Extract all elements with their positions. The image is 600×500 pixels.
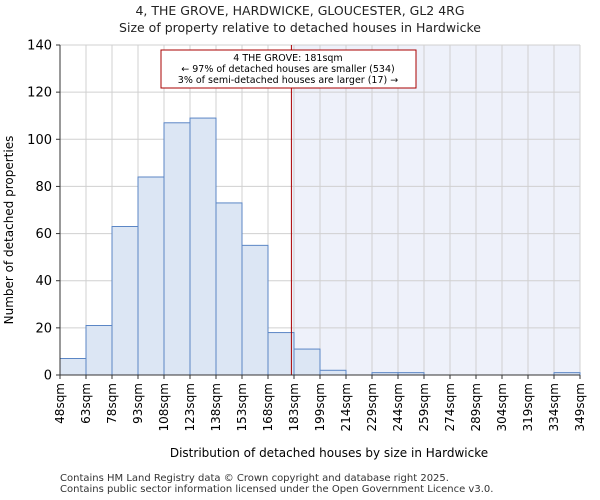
x-tick-label: 78sqm [105, 383, 119, 424]
histogram-bar [163, 122, 191, 376]
y-tick-label: 20 [35, 321, 52, 336]
x-tick-label: 244sqm [391, 383, 405, 431]
y-tick-label: 40 [35, 274, 52, 289]
y-tick-label: 120 [27, 86, 52, 101]
histogram-bar [319, 369, 347, 376]
y-axis-label: Number of detached properties [2, 136, 16, 325]
x-tick-label: 214sqm [339, 383, 353, 431]
x-tick-label: 349sqm [573, 383, 587, 431]
x-tick-label: 319sqm [521, 383, 535, 431]
x-tick-label: 93sqm [131, 383, 145, 424]
x-tick-label: 229sqm [365, 383, 379, 431]
chart-subtitle: Size of property relative to detached ho… [119, 20, 481, 35]
footer-line-1: Contains HM Land Registry data © Crown c… [60, 473, 449, 484]
x-tick-label: 334sqm [547, 383, 561, 431]
histogram-bar [59, 358, 87, 376]
histogram-bar [137, 176, 165, 376]
x-tick-label: 63sqm [79, 383, 93, 424]
x-tick-label: 289sqm [469, 383, 483, 431]
x-tick-label: 183sqm [287, 383, 301, 431]
x-tick-label: 123sqm [183, 383, 197, 431]
histogram-bar [293, 348, 321, 376]
annotation-line-2: ← 97% of detached houses are smaller (53… [181, 64, 394, 75]
chart-title: 4, THE GROVE, HARDWICKE, GLOUCESTER, GL2… [135, 3, 465, 18]
footer-line-2: Contains public sector information licen… [60, 484, 494, 495]
histogram-bar [267, 332, 295, 376]
histogram-bar [215, 202, 243, 376]
x-tick-label: 199sqm [313, 383, 327, 431]
histogram-bar [241, 244, 269, 376]
histogram-bar [85, 325, 113, 376]
x-tick-label: 274sqm [443, 383, 457, 431]
x-tick-label: 259sqm [417, 383, 431, 431]
y-tick-label: 100 [27, 133, 52, 148]
x-axis-label: Distribution of detached houses by size … [170, 446, 488, 460]
x-tick-label: 168sqm [261, 383, 275, 431]
histogram-bar [111, 226, 139, 376]
annotation-line-3: 3% of semi-detached houses are larger (1… [178, 75, 398, 86]
x-tick-label: 48sqm [53, 383, 67, 424]
x-tick-label: 108sqm [157, 383, 171, 431]
x-tick-label: 153sqm [235, 383, 249, 431]
annotation-line-1: 4 THE GROVE: 181sqm [233, 53, 342, 64]
y-tick-label: 140 [27, 39, 52, 54]
y-tick-label: 0 [44, 369, 52, 384]
x-tick-label: 138sqm [209, 383, 223, 431]
highlight-region [291, 45, 580, 375]
y-tick-label: 80 [35, 180, 52, 195]
annotation-box: 4 THE GROVE: 181sqm ← 97% of detached ho… [160, 49, 417, 89]
y-tick-label: 60 [35, 227, 52, 242]
x-tick-label: 304sqm [495, 383, 509, 431]
histogram-bar [189, 117, 217, 376]
